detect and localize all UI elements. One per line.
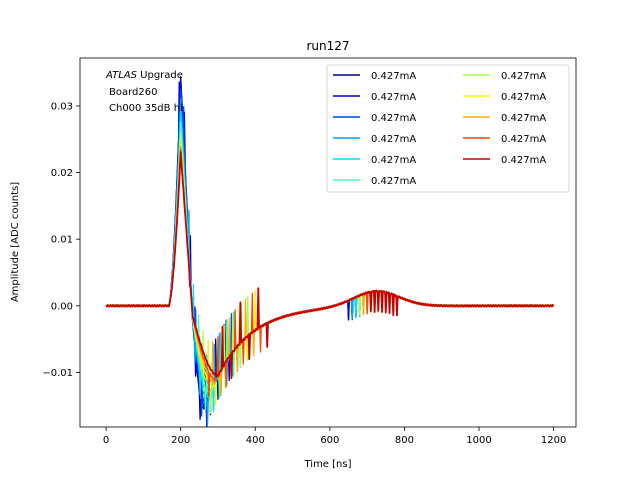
atlas-annotation: ATLAS Upgrade Board260 Ch000 35dB hi	[105, 70, 183, 114]
y-tick-label-4: 0.03	[51, 101, 73, 112]
x-tick-label-1000: 1000	[466, 435, 491, 446]
y-tick-label-2: 0.01	[51, 235, 73, 246]
annotation-atlas: ATLAS	[105, 70, 138, 81]
legend-label-2: 0.427mA	[371, 113, 416, 124]
x-tick-label-600: 600	[320, 435, 339, 446]
x-axis-label: Time [ns]	[303, 459, 351, 470]
legend-label-0: 0.427mA	[371, 71, 416, 82]
annotation-line-3: Ch000 35dB hi	[109, 103, 183, 114]
y-tick-label-0: −0.01	[42, 368, 73, 379]
legend-label-8: 0.427mA	[501, 113, 546, 124]
legend: 0.427mA 0.427mA 0.427mA 0.427mA 0.427mA 0.427…	[326, 64, 570, 193]
y-tick-label-3: 0.02	[51, 168, 73, 179]
legend-label-10: 0.427mA	[501, 155, 546, 166]
annotation-line-1: ATLAS Upgrade	[105, 70, 183, 81]
y-tick-label-1: 0.00	[51, 301, 73, 312]
x-axis: 0 200 400 600 800 1000 1200	[103, 427, 566, 446]
chart-title: run127	[306, 39, 349, 53]
legend-label-4: 0.427mA	[371, 155, 416, 166]
x-tick-label-0: 0	[103, 435, 109, 446]
series-layer	[105, 75, 555, 428]
x-tick-label-200: 200	[171, 435, 190, 446]
annotation-upgrade: Upgrade	[137, 70, 183, 81]
x-tick-label-400: 400	[246, 435, 265, 446]
y-axis-label: Amplitude [ADC counts]	[10, 182, 21, 302]
plot-frame	[79, 57, 577, 428]
x-tick-label-1200: 1200	[541, 435, 566, 446]
legend-label-7: 0.427mA	[501, 92, 546, 103]
legend-label-9: 0.427mA	[501, 134, 546, 145]
legend-label-3: 0.427mA	[371, 134, 416, 145]
legend-box	[326, 64, 570, 193]
annotation-line-2: Board260	[109, 87, 157, 98]
legend-label-1: 0.427mA	[371, 92, 416, 103]
x-tick-label-800: 800	[395, 435, 414, 446]
y-axis: −0.01 0.00 0.01 0.02 0.03	[42, 101, 80, 379]
series-line-10	[105, 150, 555, 380]
legend-label-5: 0.427mA	[371, 176, 416, 187]
legend-label-6: 0.427mA	[501, 71, 546, 82]
